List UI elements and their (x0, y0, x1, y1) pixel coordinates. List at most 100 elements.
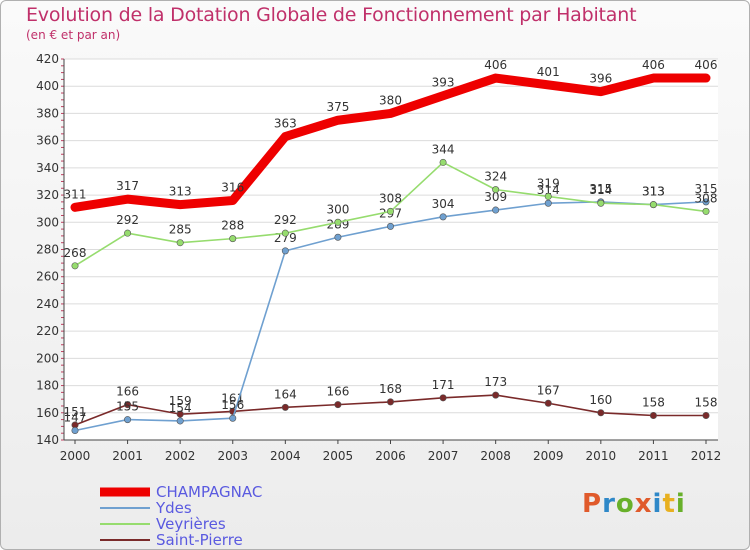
y-tick-label: 320 (36, 188, 59, 202)
data-label: 151 (64, 405, 87, 419)
y-tick-label: 400 (36, 79, 59, 93)
data-point (124, 416, 132, 424)
data-label: 308 (695, 191, 718, 205)
x-tick-label: 2001 (112, 449, 143, 463)
data-label: 406 (484, 58, 507, 72)
data-point (702, 198, 710, 206)
data-label: 166 (116, 385, 139, 399)
data-point (439, 158, 447, 166)
legend-swatch (100, 507, 150, 509)
data-point (386, 207, 394, 215)
y-tick-label: 260 (36, 270, 59, 284)
data-label: 311 (64, 187, 87, 201)
x-tick-label: 2005 (323, 449, 354, 463)
data-label: 160 (589, 393, 612, 407)
data-point (334, 401, 342, 409)
data-point (649, 201, 657, 209)
data-label: 292 (274, 213, 297, 227)
data-point (281, 403, 289, 411)
data-point (176, 417, 184, 425)
line-chart: 140 160 180 200 220 240 260 280 300 320 340 360 380 4… (36, 52, 722, 463)
data-label: 173 (484, 375, 507, 389)
x-tick-label: 2000 (60, 449, 91, 463)
data-label: 313 (642, 185, 665, 199)
legend-swatch (100, 523, 150, 525)
data-label: 158 (642, 396, 665, 410)
data-point (386, 222, 394, 230)
data-label: 314 (589, 183, 612, 197)
data-point (702, 412, 710, 420)
data-point (334, 233, 342, 241)
data-point (649, 412, 657, 420)
x-tick-label: 2010 (586, 449, 617, 463)
data-point (71, 262, 79, 270)
data-label: 313 (169, 185, 192, 199)
x-tick-label: 2004 (270, 449, 301, 463)
data-label: 319 (537, 176, 560, 190)
data-label: 147 (64, 410, 87, 424)
data-label: 315 (589, 182, 612, 196)
data-label: 375 (326, 100, 349, 114)
data-label: 315 (695, 182, 718, 196)
y-tick-label: 200 (36, 351, 59, 365)
data-label: 304 (432, 197, 455, 211)
y-tick-label: 140 (36, 433, 59, 447)
data-point (281, 229, 289, 237)
y-tick-label: 220 (36, 324, 59, 338)
data-label: 159 (169, 394, 192, 408)
data-label: 292 (116, 213, 139, 227)
data-label: 154 (169, 401, 192, 415)
data-point (229, 235, 237, 243)
data-label: 164 (274, 387, 297, 401)
data-label: 168 (379, 382, 402, 396)
data-label: 300 (326, 202, 349, 216)
data-label: 380 (379, 93, 402, 107)
data-point (176, 239, 184, 247)
data-label: 158 (695, 396, 718, 410)
y-tick-label: 240 (36, 297, 59, 311)
y-tick-label: 360 (36, 134, 59, 148)
x-tick-label: 2011 (638, 449, 669, 463)
data-label: 308 (379, 191, 402, 205)
data-point (71, 426, 79, 434)
data-label: 393 (432, 76, 455, 90)
data-label: 166 (326, 385, 349, 399)
data-label: 268 (64, 246, 87, 260)
y-tick-label: 280 (36, 243, 59, 257)
chart-subtitle: (en € et par an) (26, 28, 121, 42)
series-line-champagnac (70, 73, 711, 212)
x-tick-label: 2012 (691, 449, 722, 463)
data-point (229, 414, 237, 422)
data-label: 317 (116, 179, 139, 193)
data-label: 155 (116, 400, 139, 414)
data-point (702, 207, 710, 215)
data-label: 156 (221, 398, 244, 412)
legend-label: Veyrières (156, 515, 226, 533)
y-tick-label: 420 (36, 52, 59, 66)
y-tick-label: 160 (36, 406, 59, 420)
legend-swatch (100, 487, 150, 497)
data-point (439, 213, 447, 221)
data-label: 313 (642, 185, 665, 199)
proxiti-logo: Proxiti (582, 489, 686, 519)
data-label: 171 (432, 378, 455, 392)
x-tick-label: 2008 (480, 449, 511, 463)
data-label: 288 (221, 219, 244, 233)
data-point (597, 409, 605, 417)
y-tick-label: 340 (36, 161, 59, 175)
data-point (597, 199, 605, 207)
y-tick-label: 380 (36, 106, 59, 120)
data-point (386, 398, 394, 406)
data-point (544, 399, 552, 407)
data-label: 285 (169, 223, 192, 237)
data-label: 344 (432, 142, 455, 156)
data-label: 316 (221, 181, 244, 195)
y-tick-label: 180 (36, 379, 59, 393)
data-point (544, 192, 552, 200)
data-label: 401 (537, 65, 560, 79)
data-label: 309 (484, 190, 507, 204)
data-label: 406 (695, 58, 718, 72)
x-tick-label: 2006 (375, 449, 406, 463)
data-point (492, 391, 500, 399)
data-point (176, 410, 184, 418)
